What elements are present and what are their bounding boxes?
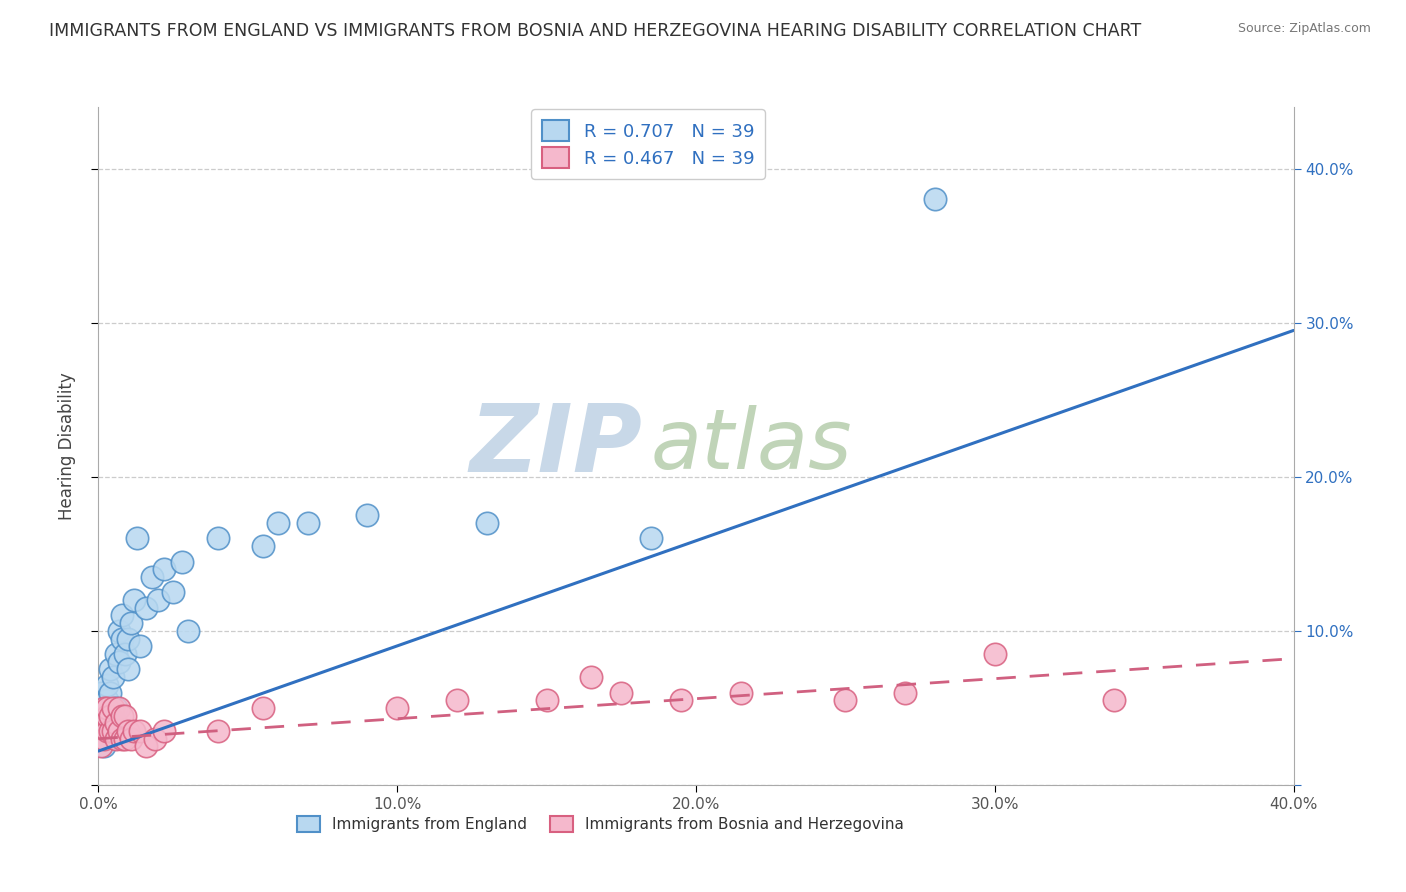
Point (177, 624, 200, 638)
Point (446, 693, 468, 707)
Point (111, 708, 134, 723)
Point (93, 739, 115, 754)
Point (984, 647, 1007, 661)
Point (267, 516, 290, 530)
Point (297, 516, 319, 530)
Point (98, 685, 122, 699)
Point (103, 670, 125, 684)
Point (148, 593, 170, 607)
Point (536, 693, 558, 707)
Point (93, 701, 115, 715)
Point (610, 685, 633, 699)
Text: atlas: atlas (651, 406, 852, 486)
Point (114, 708, 136, 723)
Point (120, 616, 142, 631)
Y-axis label: Hearing Disability: Hearing Disability (58, 372, 76, 520)
Point (93, 701, 115, 715)
Point (129, 640, 152, 654)
Point (129, 724, 152, 739)
Point (475, 516, 498, 530)
Point (103, 708, 125, 723)
Point (96, 693, 118, 707)
Point (114, 731, 136, 746)
Point (117, 662, 139, 676)
Point (111, 731, 134, 746)
Point (153, 724, 176, 739)
Point (114, 647, 136, 661)
Point (924, 193, 946, 207)
Point (105, 731, 128, 746)
Text: ZIP: ZIP (470, 400, 643, 492)
Point (96, 724, 118, 739)
Point (108, 624, 131, 638)
Point (105, 701, 128, 715)
Point (356, 508, 378, 523)
Point (581, 670, 603, 684)
Point (98, 724, 122, 739)
Point (252, 539, 274, 553)
Point (153, 562, 176, 576)
Point (108, 655, 131, 669)
Point (162, 585, 184, 599)
Point (108, 724, 131, 739)
Point (90, 716, 112, 731)
Point (124, 724, 146, 739)
Point (111, 632, 134, 646)
Point (141, 570, 163, 584)
Point (111, 608, 134, 623)
Point (98, 708, 122, 723)
Point (93, 731, 115, 746)
Point (120, 731, 142, 746)
Point (834, 693, 856, 707)
Point (96, 701, 118, 715)
Text: IMMIGRANTS FROM ENGLAND VS IMMIGRANTS FROM BOSNIA AND HERZEGOVINA HEARING DISABI: IMMIGRANTS FROM ENGLAND VS IMMIGRANTS FR… (49, 22, 1142, 40)
Point (90, 731, 112, 746)
Point (96, 708, 118, 723)
Point (105, 716, 128, 731)
Point (252, 701, 274, 715)
Point (730, 685, 752, 699)
Point (172, 555, 194, 569)
Text: Source: ZipAtlas.com: Source: ZipAtlas.com (1237, 22, 1371, 36)
Point (124, 593, 146, 607)
Point (90, 685, 112, 699)
Point (96, 708, 118, 723)
Point (117, 724, 139, 739)
Point (90, 739, 112, 754)
Point (103, 724, 125, 739)
Point (105, 647, 128, 661)
Point (98, 662, 122, 676)
Point (117, 632, 139, 646)
Legend: Immigrants from England, Immigrants from Bosnia and Herzegovina: Immigrants from England, Immigrants from… (291, 810, 910, 838)
Point (96, 678, 118, 692)
Point (135, 600, 157, 615)
Point (143, 731, 166, 746)
Point (207, 724, 229, 739)
Point (127, 532, 149, 546)
Point (385, 701, 409, 715)
Point (103, 701, 125, 715)
Point (669, 693, 692, 707)
Point (135, 739, 157, 754)
Point (108, 701, 131, 715)
Point (207, 532, 229, 546)
Point (894, 685, 917, 699)
Point (640, 532, 662, 546)
Point (1104, 693, 1126, 707)
